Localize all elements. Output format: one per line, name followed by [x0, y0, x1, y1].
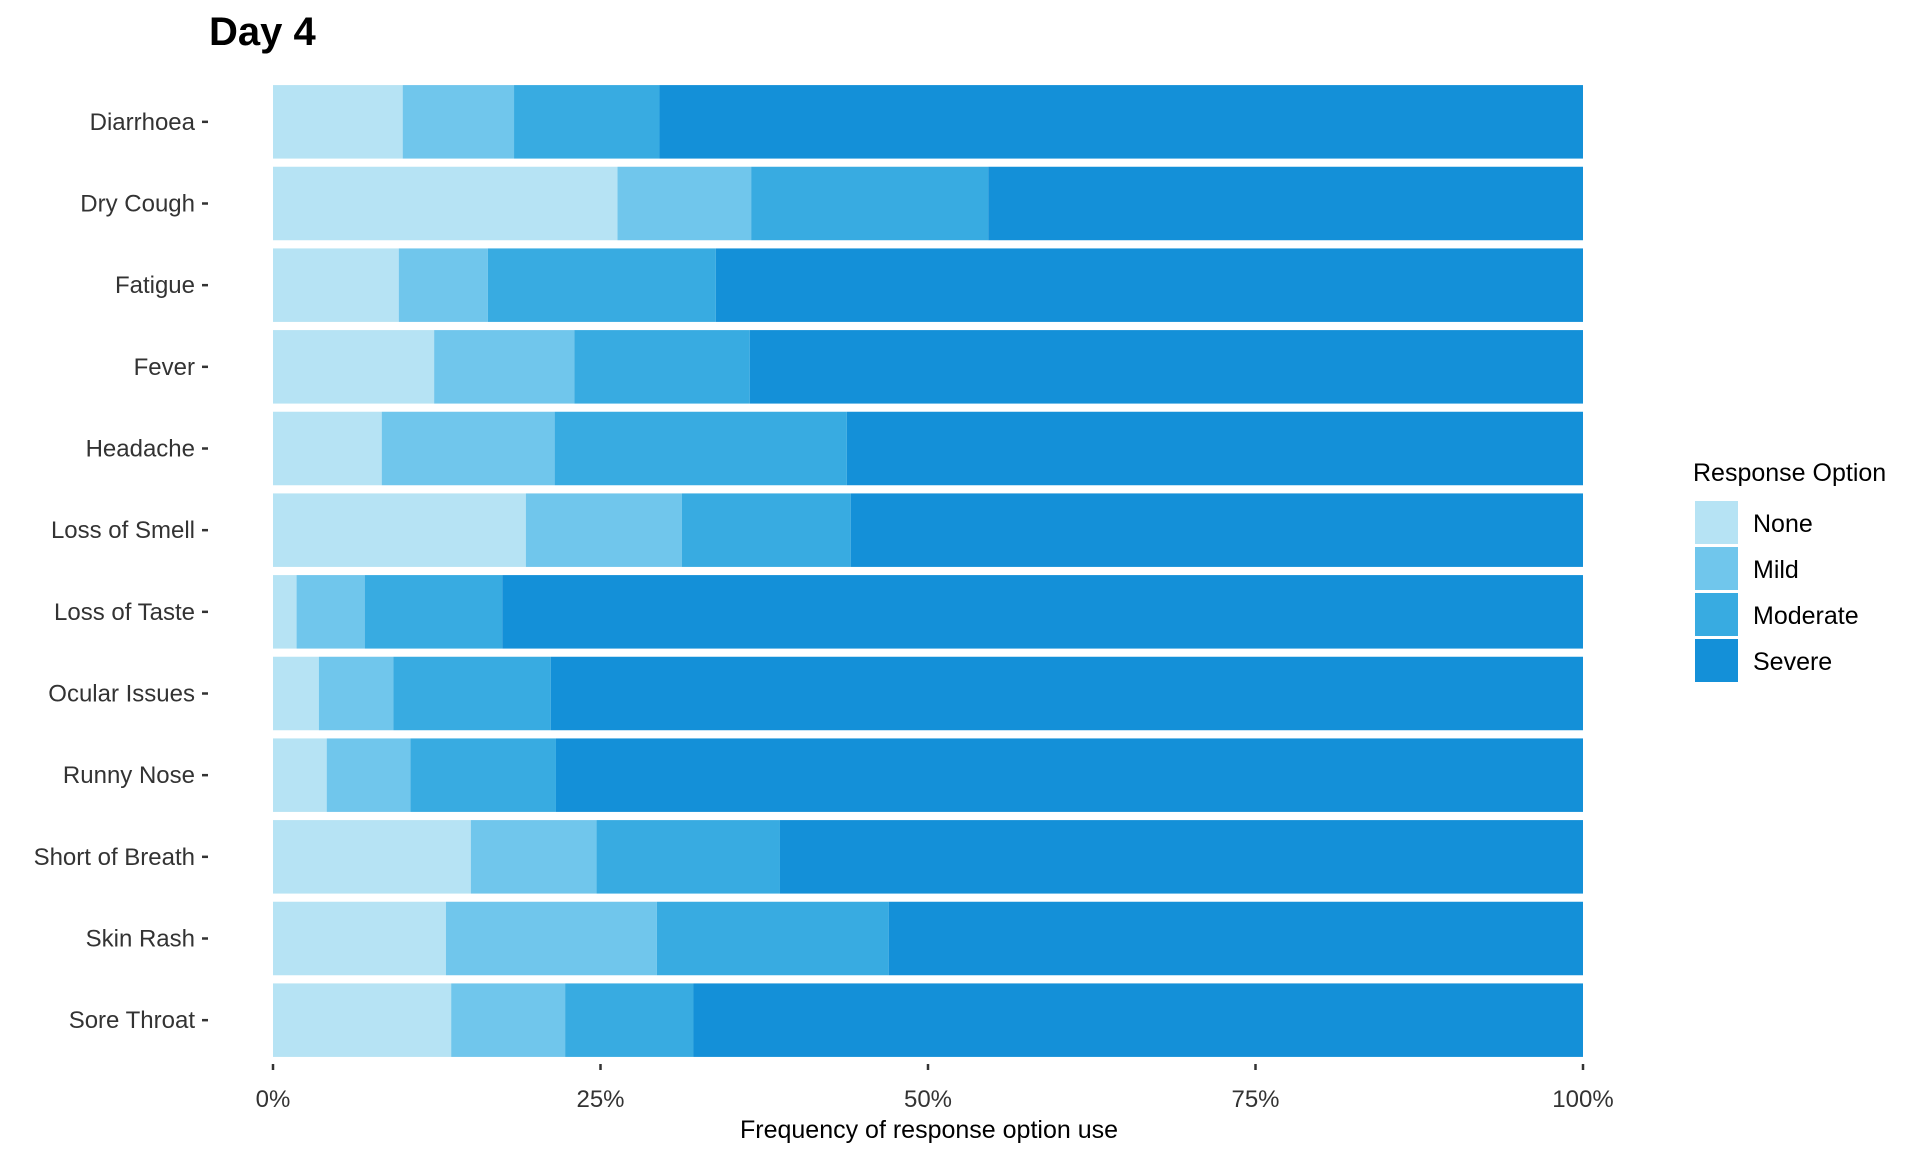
y-tick-label: Fatigue	[115, 272, 195, 299]
legend-label-moderate: Moderate	[1753, 602, 1859, 630]
bar-fatigue-none	[273, 248, 399, 322]
bar-loss-of-smell-moderate	[681, 493, 851, 567]
bar-headache-severe	[846, 411, 1583, 486]
y-tick-label: Diarrhoea	[90, 109, 196, 136]
bar-dry-cough-severe	[988, 166, 1583, 241]
x-tick-label: 100%	[1552, 1086, 1613, 1113]
y-tick-label: Runny Nose	[63, 762, 195, 789]
bar-headache-mild	[381, 411, 555, 486]
legend-label-none: None	[1753, 510, 1813, 538]
bar-ocular-issues-moderate	[393, 656, 551, 731]
bar-diarrhoea-moderate	[514, 85, 660, 159]
bar-dry-cough-none	[273, 166, 618, 241]
bar-sore-throat-moderate	[565, 983, 694, 1057]
x-tick-label: 25%	[576, 1086, 624, 1113]
legend-key-severe	[1695, 639, 1738, 682]
y-tick-label: Short of Breath	[34, 844, 195, 871]
bar-loss-of-taste-severe	[502, 575, 1583, 649]
legend-key-mild	[1695, 547, 1738, 590]
y-tick-label: Skin Rash	[86, 926, 195, 953]
bar-loss-of-taste-mild	[296, 575, 365, 649]
bar-runny-nose-mild	[326, 738, 411, 812]
bar-fever-severe	[749, 330, 1583, 404]
bar-skin-rash-mild	[445, 901, 657, 976]
bar-loss-of-taste-moderate	[364, 575, 503, 649]
legend: Response Option None Mild Moderate Severe	[1693, 459, 1886, 682]
bar-fever-mild	[434, 330, 575, 404]
bar-sore-throat-severe	[693, 983, 1583, 1057]
bar-skin-rash-none	[273, 901, 446, 976]
bar-dry-cough-mild	[617, 166, 752, 241]
bars-layer	[273, 85, 1584, 1057]
bar-ocular-issues-mild	[318, 656, 394, 731]
bar-diarrhoea-mild	[402, 85, 515, 159]
bar-skin-rash-severe	[888, 901, 1583, 976]
bar-loss-of-smell-severe	[850, 493, 1583, 567]
legend-key-moderate	[1695, 593, 1738, 636]
legend-title: Response Option	[1693, 459, 1886, 487]
y-tick-label: Headache	[86, 436, 195, 463]
bar-loss-of-smell-none	[273, 493, 526, 567]
legend-label-severe: Severe	[1753, 648, 1832, 676]
bar-skin-rash-moderate	[656, 901, 889, 976]
bar-short-of-breath-severe	[779, 820, 1583, 894]
y-tick-label: Fever	[134, 354, 195, 381]
y-tick-label: Dry Cough	[80, 191, 195, 218]
x-axis-title: Frequency of response option use	[740, 1116, 1118, 1144]
x-tick-label: 0%	[256, 1086, 291, 1113]
legend-label-mild: Mild	[1753, 556, 1799, 584]
bar-fatigue-mild	[398, 248, 488, 322]
bar-loss-of-smell-mild	[525, 493, 682, 567]
chart-title: Day 4	[209, 10, 316, 54]
bar-sore-throat-none	[273, 983, 452, 1057]
bar-sore-throat-mild	[451, 983, 566, 1057]
bar-diarrhoea-none	[273, 85, 403, 159]
y-tick-label: Sore Throat	[69, 1007, 196, 1034]
x-tick-label: 50%	[904, 1086, 952, 1113]
bar-fatigue-moderate	[487, 248, 716, 322]
bar-headache-none	[273, 411, 382, 486]
bar-ocular-issues-severe	[550, 656, 1583, 731]
bar-fever-moderate	[574, 330, 750, 404]
bar-short-of-breath-moderate	[596, 820, 780, 894]
y-tick-label: Loss of Taste	[54, 599, 195, 626]
bar-short-of-breath-none	[273, 820, 471, 894]
bar-short-of-breath-mild	[470, 820, 597, 894]
bar-headache-moderate	[554, 411, 847, 486]
x-tick-label: 75%	[1231, 1086, 1279, 1113]
bar-runny-nose-moderate	[410, 738, 556, 812]
y-tick-label: Loss of Smell	[51, 517, 195, 544]
bar-fatigue-severe	[715, 248, 1583, 322]
bar-runny-nose-none	[273, 738, 327, 812]
y-tick-label: Ocular Issues	[48, 681, 195, 708]
legend-key-none	[1695, 501, 1738, 544]
x-axis: 0% 25% 50% 75% 100%	[256, 1064, 1614, 1113]
bar-runny-nose-severe	[555, 738, 1584, 812]
bar-fever-none	[273, 330, 435, 404]
bar-ocular-issues-none	[273, 656, 319, 731]
bar-dry-cough-moderate	[751, 166, 989, 241]
y-axis: Diarrhoea Dry Cough Fatigue Fever Headache Lo…	[34, 109, 208, 1034]
bar-loss-of-taste-none	[273, 575, 297, 649]
bar-diarrhoea-severe	[659, 85, 1583, 159]
